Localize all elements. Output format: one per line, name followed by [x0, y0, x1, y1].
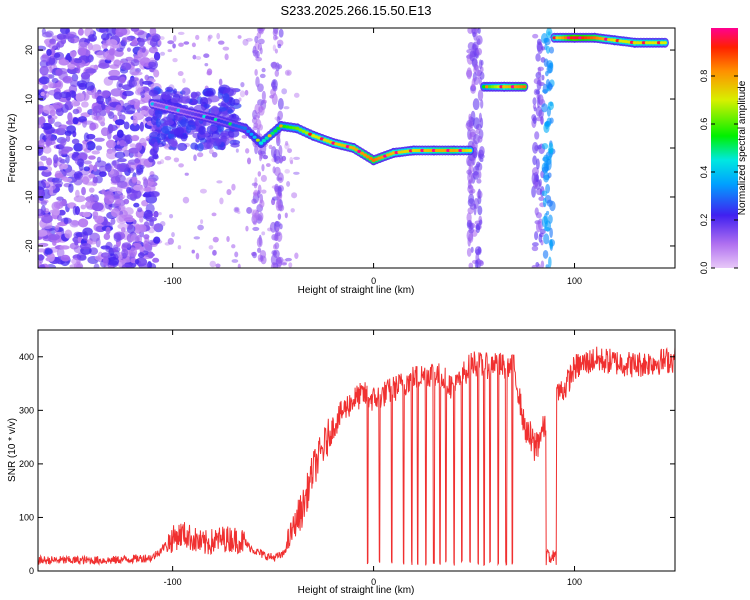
snr-plot-area	[38, 346, 675, 567]
spectrogram-y-axis-label: Frequency (Hz)	[7, 114, 18, 183]
spectrogram-noise-blobs	[38, 28, 556, 268]
colorbar-label: Normalized spectral amplitude	[737, 80, 748, 215]
snr-series-line	[38, 346, 675, 567]
spectrogram-x-tick-label: 100	[567, 276, 582, 286]
spectrogram-x-tick-label: 0	[371, 276, 376, 286]
snr-y-tick-label: 300	[19, 405, 34, 415]
snr-y-tick-label: 200	[19, 459, 34, 469]
chart-title: S233.2025.266.15.50.E13	[280, 3, 432, 18]
snr-y-axis-label: SNR (10 * v/v)	[7, 418, 18, 482]
snr-y-tick-label: 0	[29, 566, 34, 576]
colorbar	[711, 28, 738, 268]
spectrogram-image	[38, 28, 669, 268]
snr-x-tick-label: 100	[567, 577, 582, 587]
snr-x-tick-label: -100	[164, 577, 182, 587]
snr-x-tick-label: 0	[371, 577, 376, 587]
colorbar-tick-label: 0.6	[699, 118, 709, 131]
spectrogram-y-tick-label: -10	[24, 190, 34, 203]
snr-y-tick-label: 100	[19, 512, 34, 522]
colorbar-tick-label: 0.0	[699, 262, 709, 275]
spectrogram-y-tick-label: -20	[24, 239, 34, 252]
snr-y-tick-label: 400	[19, 352, 34, 362]
spectrogram-y-tick-label: 20	[24, 45, 34, 55]
snr-x-axis-label: Height of straight line (km)	[298, 585, 415, 596]
snr-frame	[37, 329, 676, 572]
colorbar-tick-label: 0.2	[699, 214, 709, 227]
spectrogram-y-tick-label: 10	[24, 94, 34, 104]
spectrogram-x-tick-label: -100	[164, 276, 182, 286]
spectrogram-ridge	[148, 32, 669, 166]
spectrogram-y-tick-label: 0	[24, 145, 34, 150]
colorbar-tick-label: 0.4	[699, 166, 709, 179]
colorbar-tick-label: 0.8	[699, 70, 709, 83]
spectrogram-x-axis-label: Height of straight line (km)	[298, 285, 415, 296]
